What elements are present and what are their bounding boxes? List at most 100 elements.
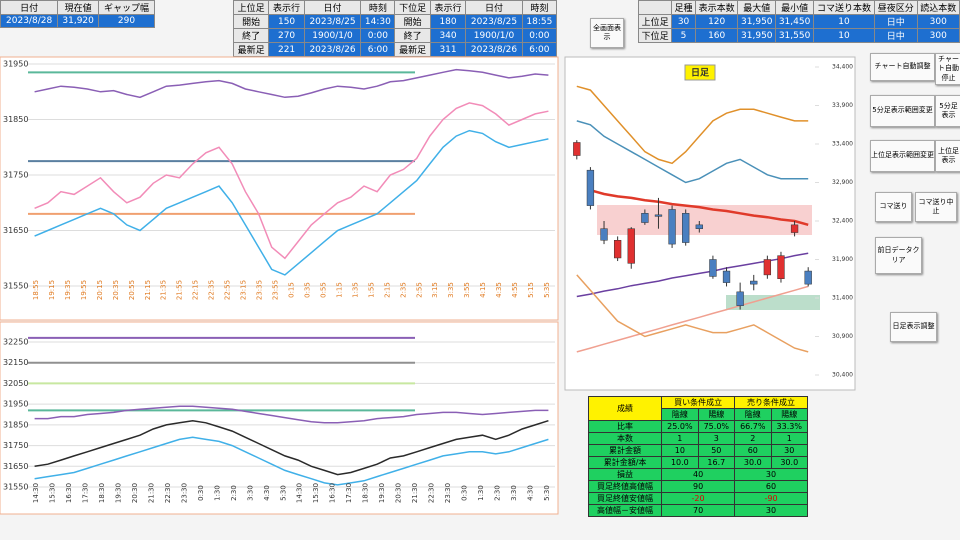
button[interactable]: 上位足表示 (935, 140, 960, 172)
table-cell: 6:00 (521, 42, 558, 57)
table-row: 本数 1 3 2 1 (587, 432, 809, 445)
candle-body (682, 213, 690, 243)
candle-body (736, 291, 744, 306)
y-tick-label: 31850 (3, 115, 28, 124)
y-tick-label: 31550 (3, 282, 28, 291)
x-tick-label: 0:55 (319, 282, 327, 298)
x-tick-label: 14:30 (296, 483, 304, 503)
x-tick-label: 0:35 (303, 282, 311, 298)
y-tick-label: 32,900 (832, 179, 853, 186)
y-tick-label: 31,900 (832, 256, 853, 263)
table-cell: 160 (694, 28, 739, 43)
series-line (590, 188, 809, 227)
table-cell: 311 (429, 42, 467, 57)
candle-body (777, 255, 785, 279)
button[interactable]: 日足表示調整 (890, 312, 937, 342)
x-tick-label: 17:30 (82, 483, 90, 503)
table-row: 2023/8/28 31,920 290 (0, 14, 155, 28)
button[interactable]: 前日データクリア (875, 237, 922, 274)
candle-body (641, 213, 649, 223)
candle-body (790, 224, 799, 233)
y-tick-label: 30,400 (832, 372, 853, 379)
x-tick-label: 20:30 (131, 483, 139, 503)
x-tick-label: 23:55 (272, 280, 280, 300)
table-row: 高値幅－安値幅 70 30 (587, 504, 808, 517)
series-line (576, 274, 809, 353)
table-cell: 日付 (0, 0, 59, 15)
table-cell: 最新足 (232, 42, 270, 57)
table-cell: 6:00 (360, 42, 396, 57)
y-tick-label: 31750 (3, 171, 28, 180)
x-tick-label: 23:35 (256, 280, 264, 300)
setting-table: 足種 表示本数 最大値 最小値 コマ送り本数 昼夜区分 読込本数 上位足 30 120 31,950… (637, 0, 960, 43)
table-row: 最新足 221 2023/8/26 6:00 最新足 311 2023/8/26 6:00 (232, 42, 558, 57)
button[interactable]: チャート自動停止 (935, 53, 960, 85)
x-tick-label: 5:30 (279, 485, 287, 501)
table-cell: 50 (697, 444, 736, 457)
x-tick-label: 20:35 (112, 280, 120, 300)
x-tick-label: 22:55 (224, 280, 232, 300)
x-tick-label: 21:30 (148, 483, 156, 503)
table-cell: 表示行 (429, 0, 467, 15)
table-cell: 日付 (303, 0, 362, 15)
x-tick-label: 0:30 (197, 485, 205, 501)
x-tick-label: 4:35 (495, 282, 503, 298)
table-cell: 最新足 (394, 42, 431, 57)
table-cell: 高値幅－安値幅 (587, 504, 663, 517)
title-box (684, 64, 716, 81)
button[interactable]: チャート自動調整 (870, 53, 935, 81)
button[interactable]: コマ送り (875, 192, 912, 222)
table-cell: 150 (268, 14, 305, 29)
table-cell: 0:00 (521, 28, 558, 43)
candle-body (750, 280, 758, 285)
stats-table: 成績 買い条件成立 売り条件成立 陰線 陽線 陰線 陽線 比率 25.0% 75.0% 66.7% 3… (587, 396, 809, 517)
candle-body (654, 214, 663, 217)
table-row: 成績 買い条件成立 売り条件成立 (587, 396, 808, 421)
x-tick-label: 19:30 (115, 483, 123, 503)
series-line (576, 85, 809, 165)
table-cell: 2023/8/25 (465, 14, 523, 29)
table-cell: 下位足 (394, 0, 431, 15)
y-tick-label: 33,400 (832, 141, 853, 148)
y-tick-label: 31650 (3, 462, 28, 471)
y-tick-label: 31850 (3, 420, 28, 429)
candle-body (600, 228, 608, 241)
chart-frame (0, 56, 559, 321)
table-cell: 290 (98, 14, 155, 28)
table-row: 上位足 表示行 日付 時刻 下位足 表示行 日付 時刻 (232, 0, 558, 15)
button[interactable]: 全画面表示 (590, 18, 624, 48)
table-cell: 221 (268, 42, 305, 57)
candle-body (763, 259, 772, 276)
candle-body (722, 270, 731, 283)
x-tick-label: 3:30 (246, 485, 254, 501)
button[interactable]: 5分足表示範囲変更 (870, 95, 935, 127)
button[interactable]: 5分足表示 (935, 95, 960, 127)
y-tick-label: 33,900 (832, 102, 853, 109)
x-tick-label: 18:30 (362, 483, 370, 503)
series-line (576, 120, 809, 184)
table-cell: 10 (812, 28, 876, 43)
x-tick-label: 3:15 (431, 282, 439, 298)
table-cell: 1 (661, 432, 699, 445)
x-tick-label: 18:55 (32, 280, 40, 300)
candle-body (586, 169, 595, 206)
x-tick-label: 19:30 (378, 483, 386, 503)
table-row: 足種 表示本数 最大値 最小値 コマ送り本数 昼夜区分 読込本数 (637, 0, 960, 15)
series-line (34, 102, 549, 260)
x-tick-label: 4:30 (526, 485, 534, 501)
x-tick-label: 2:35 (399, 282, 407, 298)
table-cell: 買い条件成立 (661, 396, 736, 409)
x-tick-label: 5:35 (543, 282, 551, 298)
x-tick-label: 5:15 (527, 282, 535, 298)
y-tick-label: 31550 (3, 483, 28, 492)
x-tick-label: 5:30 (543, 485, 551, 501)
button[interactable]: 上位足表示範囲変更 (870, 140, 935, 172)
x-tick-label: 20:55 (128, 280, 136, 300)
x-tick-label: 19:15 (48, 280, 56, 300)
x-tick-label: 1:35 (351, 282, 359, 298)
x-tick-label: 0:30 (460, 485, 468, 501)
y-tick-label: 32050 (3, 379, 28, 388)
table-cell: 0:00 (360, 28, 396, 43)
button[interactable]: コマ送り中止 (915, 192, 957, 222)
